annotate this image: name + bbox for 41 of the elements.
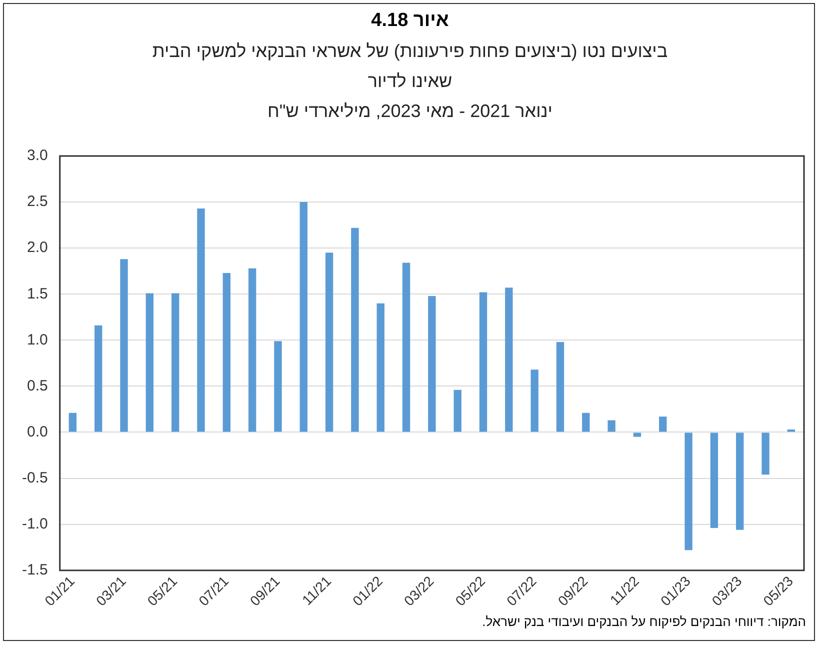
y-tick-label: -0.5 xyxy=(22,469,48,486)
text: המקור: דיווחי הבנקים לפיקוח על הבנקים ועיבודי בנק ישראל. xyxy=(482,614,806,629)
bar xyxy=(582,412,590,432)
bar xyxy=(325,252,334,432)
bar xyxy=(736,432,744,530)
bar xyxy=(505,288,513,432)
bar xyxy=(274,341,282,432)
bar xyxy=(197,208,205,432)
bar xyxy=(556,342,564,432)
bar xyxy=(120,259,128,432)
y-tick-label: 1.5 xyxy=(26,285,48,302)
y-tick-label: 3.0 xyxy=(26,147,48,164)
bar xyxy=(608,420,616,432)
bar xyxy=(376,303,384,432)
bar xyxy=(428,296,436,432)
y-tick-label: -1.0 xyxy=(22,515,48,532)
chart-title: איור 4.18 xyxy=(370,10,450,32)
bar xyxy=(530,370,538,432)
bar xyxy=(710,432,718,528)
bar xyxy=(222,272,230,432)
y-tick-label: -1.5 xyxy=(22,561,48,578)
y-tick-label: 0.5 xyxy=(26,377,48,394)
bar xyxy=(351,228,359,432)
bar xyxy=(94,325,102,432)
bar xyxy=(633,432,642,437)
y-tick-label: 2.0 xyxy=(26,239,48,256)
bar xyxy=(684,432,692,550)
chart-subtitle: ביצועים נטו (ביצועים פחות פירעונות) של אשראי הבנקאי למשקי הבית שאינו לדיור ינואר 2021 - מאי 2023, מיליארדי ש"ח xyxy=(151,40,669,123)
bar xyxy=(248,268,256,432)
bar xyxy=(659,416,667,432)
bar xyxy=(68,412,77,432)
bar xyxy=(171,293,180,432)
bar xyxy=(762,432,770,475)
y-tick-label: 1.0 xyxy=(26,331,48,348)
y-tick-label: 2.5 xyxy=(26,193,48,210)
bar xyxy=(146,293,154,432)
y-tick-label: 0.0 xyxy=(26,423,48,440)
bar xyxy=(402,262,410,432)
bar xyxy=(300,202,308,432)
bar xyxy=(454,390,462,432)
bar xyxy=(479,292,488,432)
